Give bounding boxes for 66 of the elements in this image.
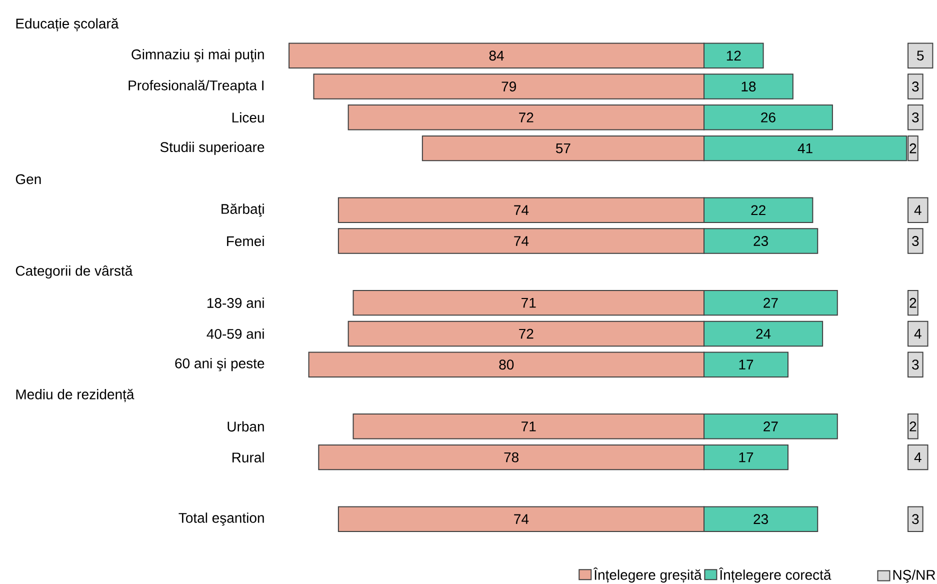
y-tick-label: Profesională/Treapta I: [128, 80, 264, 94]
data-label: 72: [519, 328, 534, 339]
bar: [908, 352, 924, 378]
data-label: 3: [912, 236, 919, 246]
text: Categorii de vârstă: [16, 265, 133, 279]
bar: [908, 414, 918, 440]
y-tick-label: Rural: [232, 452, 264, 462]
data-label: 18: [742, 82, 756, 92]
data-label: 17: [739, 360, 754, 370]
data-label: 3: [912, 82, 919, 92]
data-label: 84: [489, 50, 504, 61]
bar: [908, 104, 924, 130]
data-label: 23: [754, 236, 768, 246]
data-label: 57: [556, 143, 570, 154]
data-label: 4: [914, 452, 922, 462]
data-label: 3: [912, 112, 919, 122]
data-label: 71: [522, 422, 536, 432]
data-label: 5: [917, 50, 924, 61]
bar: [908, 506, 924, 532]
data-label: 78: [504, 452, 519, 462]
y-tick-label: Liceu: [232, 112, 264, 123]
data-label: 74: [514, 236, 529, 246]
data-label: 12: [726, 50, 741, 61]
bar: [908, 74, 924, 100]
data-label: 3: [912, 514, 919, 524]
data-label: 4: [914, 328, 922, 339]
data-label: 17: [739, 452, 754, 462]
bar: [908, 320, 928, 347]
y-tick-label: Gimnaziu şi mai puţin: [132, 49, 264, 62]
y-tick-label: Urban: [228, 421, 264, 432]
data-label: 26: [761, 112, 776, 122]
data-label: 2: [910, 298, 916, 308]
data-label: 72: [519, 112, 534, 122]
legend-label: Înțelegere corectă: [718, 567, 832, 583]
data-label: 41: [798, 144, 812, 154]
y-tick-label: 60 ani şi peste: [175, 358, 264, 372]
data-label: 71: [522, 298, 536, 308]
data-label: 24: [756, 328, 771, 339]
data-label: 2: [910, 143, 916, 154]
bar: [908, 42, 934, 68]
data-label: 27: [764, 422, 778, 432]
legend-label: Înțelegere greșită: [593, 567, 702, 583]
data-label: 74: [514, 514, 529, 524]
y-tick-label: Femei: [227, 236, 264, 246]
data-label: 27: [764, 298, 778, 308]
text: Gen: [16, 174, 41, 184]
data-label: 22: [751, 205, 766, 216]
bar: [908, 228, 924, 254]
bar: [908, 290, 918, 316]
data-label: 3: [912, 360, 919, 370]
y-tick-label: Studii superioare: [160, 142, 264, 155]
data-label: 74: [514, 205, 529, 215]
data-label: 23: [754, 514, 768, 524]
data-label: 2: [910, 422, 916, 432]
y-tick-label: 18-39 ani: [207, 298, 264, 308]
data-label: 4: [914, 205, 922, 215]
y-tick-label: 40-59 ani: [206, 328, 264, 339]
data-label: 79: [502, 82, 516, 92]
y-tick-label: Bărbaţi: [222, 203, 264, 217]
bar: [908, 197, 928, 223]
y-tick-label: Total eşantion: [178, 512, 264, 526]
bar: [908, 444, 928, 470]
text: Mediu de rezidență: [16, 388, 134, 402]
data-label: 80: [499, 360, 514, 370]
text: Educație școlară: [16, 18, 119, 32]
legend-label: NŞ/NR: [893, 570, 936, 583]
